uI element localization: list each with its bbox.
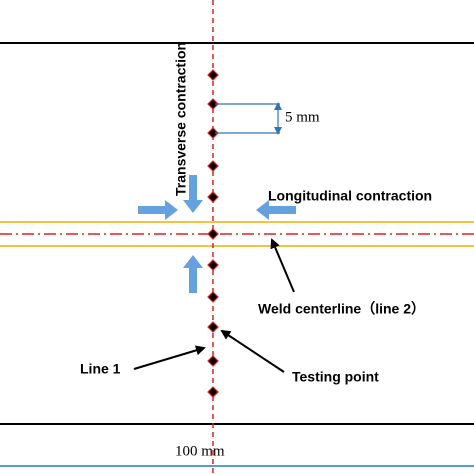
width-label: 100 mm <box>175 443 225 459</box>
spacing-label: 5 mm <box>285 109 320 125</box>
longitudinal-label: Longitudinal contraction <box>268 188 432 204</box>
spacing-dimension <box>215 102 282 135</box>
transverse-label: Transverse contraction <box>173 42 189 196</box>
line1-label: Line 1 <box>80 361 121 377</box>
pointer-arrows <box>133 238 295 373</box>
testing-point-label: Testing point <box>292 369 379 385</box>
testing-points <box>207 69 219 398</box>
weld-centerline-label: Weld centerline（line 2） <box>258 301 425 317</box>
contraction-arrows <box>138 175 296 293</box>
